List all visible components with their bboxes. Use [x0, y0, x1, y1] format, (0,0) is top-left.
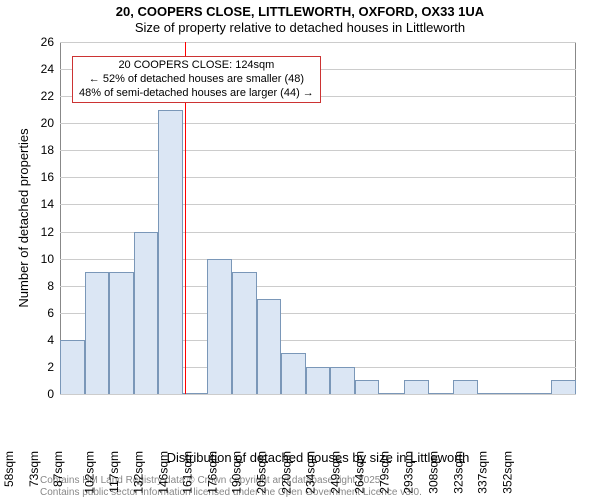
- gridline: [60, 123, 576, 124]
- chart-title-line2: Size of property relative to detached ho…: [0, 20, 600, 35]
- histogram-bar: [158, 110, 183, 394]
- histogram-bar: [306, 367, 331, 394]
- annotation-line-2: ← 52% of detached houses are smaller (48…: [79, 73, 314, 87]
- histogram-bar: [257, 299, 282, 394]
- histogram-bar: [502, 393, 527, 394]
- y-tick-label: 20: [0, 116, 54, 130]
- histogram-bar: [134, 232, 159, 394]
- annotation-box: 20 COOPERS CLOSE: 124sqm ← 52% of detach…: [72, 56, 321, 103]
- page: { "title": { "line1": "20, COOPERS CLOSE…: [0, 0, 600, 500]
- histogram-bar: [478, 393, 503, 394]
- histogram-bar: [404, 380, 429, 394]
- annotation-line-1: 20 COOPERS CLOSE: 124sqm: [79, 59, 314, 73]
- histogram-bar: [85, 272, 110, 394]
- histogram-bar: [551, 380, 576, 394]
- histogram-bar: [232, 272, 257, 394]
- y-tick-label: 10: [0, 252, 54, 266]
- y-tick-label: 8: [0, 279, 54, 293]
- histogram-bar: [379, 393, 404, 394]
- histogram-bar: [429, 393, 454, 394]
- histogram-bar: [60, 340, 85, 394]
- gridline: [60, 204, 576, 205]
- histogram-bar: [330, 367, 355, 394]
- gridline: [60, 177, 576, 178]
- histogram-bar: [281, 353, 306, 394]
- y-tick-label: 14: [0, 197, 54, 211]
- chart-title-line1: 20, COOPERS CLOSE, LITTLEWORTH, OXFORD, …: [0, 4, 600, 19]
- gridline: [60, 42, 576, 43]
- y-tick-label: 6: [0, 306, 54, 320]
- histogram-bar: [207, 259, 232, 394]
- y-tick-label: 12: [0, 225, 54, 239]
- annotation-line-3: 48% of semi-detached houses are larger (…: [79, 87, 314, 101]
- histogram-bar: [109, 272, 134, 394]
- y-tick-label: 22: [0, 89, 54, 103]
- y-tick-label: 16: [0, 170, 54, 184]
- histogram-bar: [453, 380, 478, 394]
- y-tick-label: 26: [0, 35, 54, 49]
- y-tick-label: 0: [0, 387, 54, 401]
- y-tick-label: 2: [0, 360, 54, 374]
- histogram-bar: [183, 393, 208, 394]
- y-tick-label: 18: [0, 143, 54, 157]
- y-tick-label: 24: [0, 62, 54, 76]
- histogram-bar: [355, 380, 380, 394]
- gridline: [60, 150, 576, 151]
- histogram-bar: [527, 393, 552, 394]
- gridline: [60, 394, 576, 395]
- y-tick-label: 4: [0, 333, 54, 347]
- x-tick-label: 352sqm: [500, 451, 600, 494]
